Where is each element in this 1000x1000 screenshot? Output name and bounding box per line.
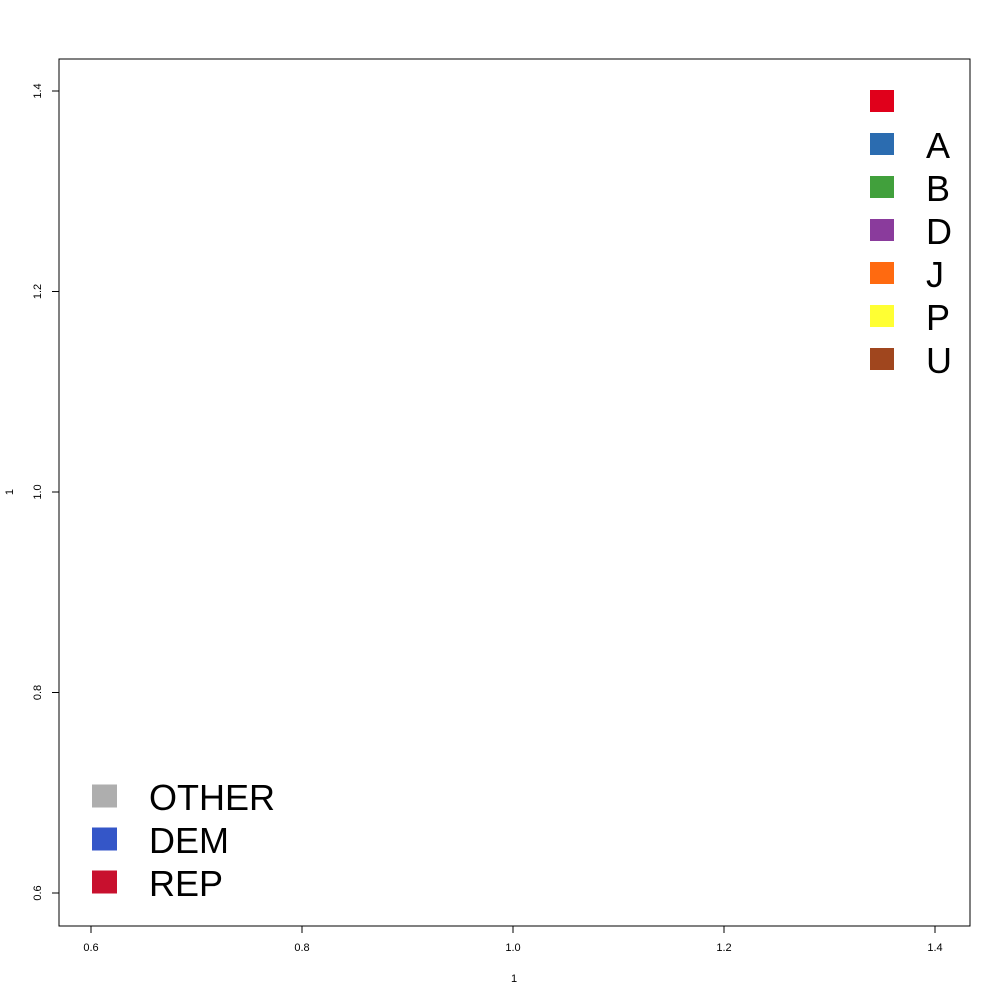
x-tick-label: 0.6 [83,942,98,954]
legend-swatch [870,305,894,327]
x-tick-label: 1.2 [716,942,731,954]
legend-swatch [870,90,894,112]
y-axis-label: 1 [4,489,16,495]
legend-swatch [870,133,894,155]
legend-swatch [92,870,117,894]
x-tick-label: 1.4 [927,942,942,954]
legend-entry-label: REP [149,863,223,904]
y-tick-label: 1.4 [32,83,44,98]
legend-entry-label: D [926,211,952,252]
x-tick-label: 1.0 [505,942,520,954]
legend-swatch [870,348,894,370]
y-tick-label: 0.6 [32,885,44,900]
y-axis: 0.6 0.8 1.0 1.2 1.4 [32,83,60,901]
legend-swatch [870,262,894,284]
legend-entry-label: J [926,254,944,295]
y-tick-label: 1.2 [32,284,44,299]
y-tick-label: 1.0 [32,484,44,499]
legend-swatch [870,176,894,198]
legend-entry-label: A [926,125,950,166]
legend-entry-label: U [926,340,952,381]
legend-swatch [870,219,894,241]
legend-entry-label: P [926,297,950,338]
legend-entry-label: OTHER [149,777,275,818]
x-axis-label: 1 [511,973,517,985]
x-axis: 0.6 0.8 1.0 1.2 1.4 [83,925,943,954]
y-tick-label: 0.8 [32,685,44,700]
legend-entry-label: DEM [149,820,229,861]
legend-swatch [92,827,117,851]
legend-swatch [92,784,117,808]
legend-entry-label: B [926,168,950,209]
x-tick-label: 0.8 [294,942,309,954]
